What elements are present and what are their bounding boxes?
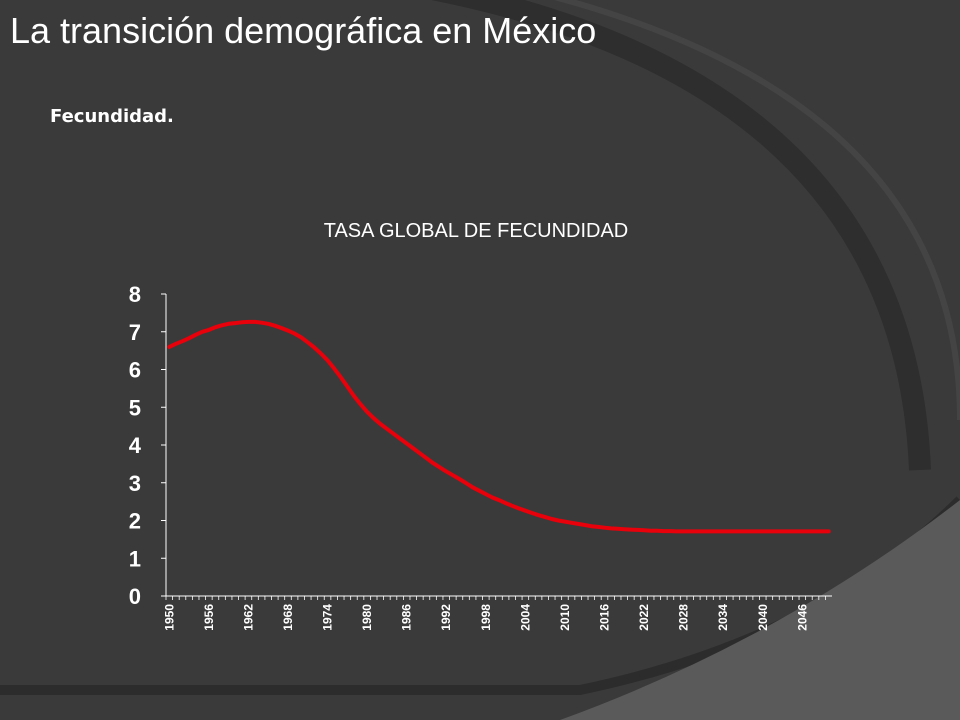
y-tick-label: 6 (129, 358, 141, 383)
x-tick-label: 1974 (321, 604, 335, 631)
background-arc-2 (553, 0, 960, 421)
y-tick-label: 4 (129, 433, 142, 458)
x-tick-label: 1956 (202, 604, 216, 631)
y-tick-label: 2 (129, 509, 141, 534)
x-tick-label: 1980 (360, 604, 374, 631)
x-tick-label: 2010 (558, 604, 572, 631)
x-tick-label: 1962 (241, 604, 255, 631)
x-tick-label: 2004 (518, 604, 532, 631)
x-tick-label: 2040 (756, 604, 770, 631)
y-tick-label: 1 (129, 546, 141, 571)
x-tick-label: 1992 (439, 604, 453, 631)
slide-subtitle: Fecundidad. (50, 106, 174, 127)
background-arc-1 (430, 0, 931, 471)
x-tick-label: 1986 (400, 604, 414, 631)
x-tick-label: 2046 (795, 604, 809, 631)
series-line-fertility-rate (167, 319, 831, 534)
x-tick-label: 1998 (479, 604, 493, 631)
x-tick-label: 2022 (637, 604, 651, 631)
x-tick-label: 2016 (598, 604, 612, 631)
y-tick-label: 3 (129, 471, 141, 496)
x-tick-label: 2034 (716, 604, 730, 631)
x-tick-label: 2028 (677, 604, 691, 631)
x-tick-label: 1968 (281, 604, 295, 631)
y-tick-label: 0 (129, 584, 141, 609)
slide-title: La transición demográfica en México (10, 10, 597, 51)
y-tick-label: 8 (129, 282, 141, 307)
y-tick-label: 7 (129, 320, 141, 345)
y-tick-label: 5 (129, 395, 141, 420)
chart-title: TASA GLOBAL DE FECUNDIDAD (324, 220, 629, 242)
background-swoosh (560, 500, 960, 720)
x-axis: 1950 1956 1962 1968 1974 1980 1986 1992 1998 2004… (162, 595, 832, 631)
y-axis: 0 1 2 3 4 5 6 7 8 (129, 282, 167, 609)
x-tick-label: 1950 (162, 604, 176, 631)
